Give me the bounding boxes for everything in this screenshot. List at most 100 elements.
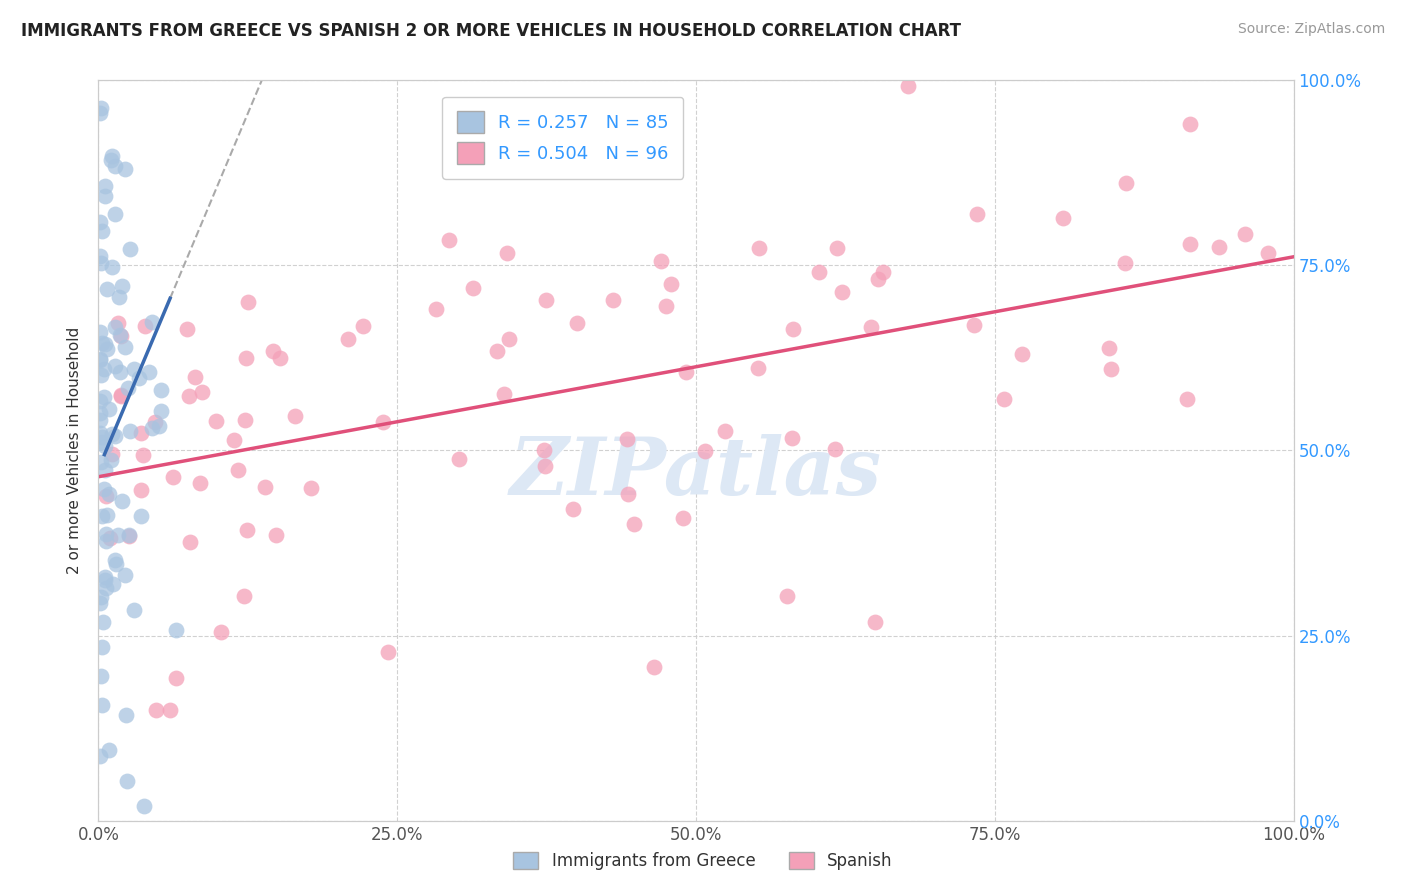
Point (93, 390, 115, 404)
Point (150, 403, 173, 417)
Point (94, 489, 117, 503)
Point (863, 615, 886, 629)
Point (89, 106, 111, 120)
Point (1052, 211, 1074, 225)
Point (98, 532, 121, 546)
Point (659, 277, 682, 292)
Point (233, 589, 256, 603)
Point (104, 553, 127, 567)
Text: Source: ZipAtlas.com: Source: ZipAtlas.com (1237, 22, 1385, 37)
Point (747, 361, 769, 376)
Point (89, 352, 111, 367)
Point (93, 337, 115, 351)
Point (966, 207, 988, 221)
Point (90, 368, 112, 382)
Point (963, 318, 986, 332)
Point (90, 669, 112, 683)
Point (866, 272, 889, 286)
Point (205, 414, 228, 428)
Point (97, 401, 120, 416)
Point (101, 447, 124, 461)
Legend: Immigrants from Greece, Spanish: Immigrants from Greece, Spanish (506, 845, 900, 877)
Point (461, 281, 484, 295)
Point (780, 432, 803, 446)
Point (269, 351, 291, 366)
Point (117, 773, 139, 788)
Point (1011, 346, 1033, 360)
Point (533, 443, 555, 458)
Point (122, 362, 145, 376)
Point (94, 178, 117, 193)
Point (299, 481, 322, 495)
Point (93, 482, 115, 496)
Point (94, 463, 117, 477)
Point (236, 523, 259, 537)
Point (111, 494, 134, 508)
Point (110, 329, 132, 343)
Point (496, 245, 519, 260)
Point (150, 383, 173, 397)
Point (191, 384, 214, 399)
Point (714, 424, 737, 438)
Point (118, 529, 141, 543)
Point (91, 640, 114, 654)
Point (235, 351, 257, 365)
Point (655, 300, 678, 314)
Point (695, 443, 717, 458)
Point (162, 469, 184, 483)
Point (872, 265, 894, 279)
Point (94, 527, 117, 541)
Point (264, 528, 287, 542)
Point (110, 365, 132, 379)
Point (89, 406, 111, 420)
Point (437, 233, 460, 247)
Point (89, 215, 111, 229)
Point (93, 439, 115, 453)
Point (148, 419, 170, 434)
Point (262, 344, 284, 359)
Point (1208, 240, 1230, 254)
Point (94, 574, 117, 588)
Point (860, 320, 883, 334)
Point (101, 149, 124, 163)
Point (111, 279, 134, 293)
Point (1115, 176, 1137, 190)
Point (1233, 227, 1256, 241)
Point (91, 434, 114, 449)
Point (90, 455, 112, 469)
Point (104, 206, 127, 220)
Point (184, 370, 207, 384)
Point (89, 426, 111, 441)
Point (93, 362, 115, 376)
Point (141, 421, 163, 435)
Point (114, 568, 136, 582)
Point (831, 285, 853, 299)
Point (107, 528, 129, 542)
Point (90, 430, 112, 444)
Point (134, 798, 156, 813)
Point (1257, 246, 1279, 260)
Point (97, 743, 120, 757)
Point (96, 508, 118, 523)
Point (120, 242, 142, 256)
Point (336, 332, 359, 346)
Point (254, 480, 277, 494)
Point (114, 340, 136, 354)
Point (131, 508, 153, 523)
Point (176, 321, 198, 335)
Point (534, 459, 557, 474)
Point (377, 645, 399, 659)
Point (190, 475, 212, 490)
Point (100, 452, 122, 467)
Point (91, 509, 114, 524)
Point (373, 416, 395, 430)
Point (138, 365, 160, 379)
Point (159, 703, 181, 717)
Point (96, 581, 118, 595)
Point (110, 389, 132, 403)
Point (672, 510, 695, 524)
Point (128, 371, 150, 385)
Point (91, 224, 114, 238)
Point (177, 389, 200, 403)
Point (1099, 362, 1122, 376)
